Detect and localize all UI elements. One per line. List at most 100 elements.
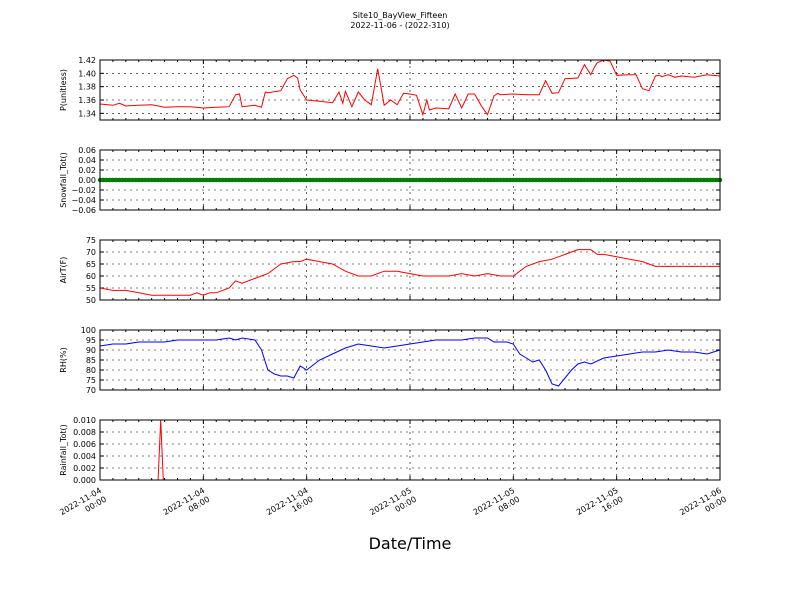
data-point — [136, 177, 141, 183]
y-tick-label: 70 — [86, 386, 96, 395]
data-point — [685, 177, 690, 183]
data-point — [285, 177, 290, 183]
data-point — [391, 177, 397, 183]
data-point — [152, 177, 158, 183]
data-point — [453, 177, 458, 183]
data-point — [385, 177, 390, 183]
data-point — [511, 177, 516, 183]
data-point — [172, 177, 177, 183]
data-point — [414, 177, 419, 183]
data-point — [268, 177, 274, 183]
data-point — [162, 177, 167, 183]
y-tick-label: 50 — [86, 296, 96, 305]
y-tick-label: 0.000 — [73, 476, 96, 485]
data-point — [217, 177, 222, 183]
data-point — [498, 177, 503, 183]
data-point — [272, 177, 277, 183]
data-point — [223, 177, 229, 183]
y-tick-label: 1.42 — [78, 56, 96, 65]
data-point — [126, 177, 132, 183]
data-point — [601, 177, 606, 183]
data-point — [449, 177, 455, 183]
data-point — [443, 177, 448, 183]
data-point — [346, 177, 351, 183]
x-tick-label: 2022-11-0416:00 — [265, 486, 315, 526]
data-point — [575, 177, 581, 183]
data-point — [591, 177, 597, 183]
data-point — [527, 177, 532, 183]
data-point — [320, 177, 326, 183]
data-point — [462, 177, 468, 183]
data-point — [420, 177, 426, 183]
data-point — [204, 177, 209, 183]
data-point — [436, 177, 442, 183]
data-point — [517, 177, 522, 183]
plot-frame — [99, 149, 721, 211]
y-tick-label: 90 — [86, 346, 96, 355]
data-point — [201, 177, 206, 183]
plot-frame — [99, 419, 721, 481]
y-tick-label: 75 — [86, 236, 96, 245]
data-point — [427, 177, 432, 183]
data-point — [566, 177, 571, 183]
data-point — [669, 177, 674, 183]
data-point — [485, 177, 490, 183]
data-point — [569, 177, 574, 183]
y-tick-label: 0.006 — [73, 440, 96, 449]
data-point — [653, 177, 658, 183]
data-point — [197, 177, 203, 183]
y-tick-label: 1.34 — [78, 109, 96, 118]
data-point — [214, 177, 219, 183]
data-point — [375, 177, 380, 183]
x-tick-label: 2022-11-0516:00 — [575, 486, 625, 526]
y-tick-label: −0.02 — [71, 186, 96, 195]
y-tick-label: −0.06 — [71, 206, 96, 215]
data-point — [301, 177, 306, 183]
data-point — [369, 177, 374, 183]
data-point — [411, 177, 416, 183]
data-point — [398, 177, 403, 183]
data-point — [604, 177, 610, 183]
data-point — [133, 177, 138, 183]
data-point — [666, 177, 671, 183]
data-point — [617, 177, 623, 183]
data-point — [188, 177, 193, 183]
data-point — [643, 177, 648, 183]
data-point — [220, 177, 225, 183]
data-point — [262, 177, 267, 183]
plot-frame — [99, 329, 721, 391]
y-tick-label: 70 — [86, 248, 96, 257]
data-point — [107, 177, 112, 183]
data-point — [388, 177, 393, 183]
y-tick-label: 100 — [81, 326, 96, 335]
data-point — [698, 177, 703, 183]
data-point — [278, 177, 284, 183]
data-point — [359, 177, 364, 183]
data-point — [562, 177, 568, 183]
data-point — [356, 177, 361, 183]
data-point — [630, 177, 636, 183]
y-tick-label: 0.002 — [73, 464, 96, 473]
data-point — [624, 177, 629, 183]
data-point — [104, 177, 109, 183]
data-point — [585, 177, 590, 183]
data-point — [339, 177, 345, 183]
data-point — [113, 177, 119, 183]
data-point — [482, 177, 487, 183]
data-point — [540, 177, 545, 183]
data-point — [533, 177, 539, 183]
data-point — [243, 177, 248, 183]
data-point — [679, 177, 684, 183]
data-point — [578, 177, 584, 183]
data-point — [543, 177, 548, 183]
data-point — [546, 177, 552, 183]
data-point — [159, 177, 164, 183]
data-point — [394, 177, 400, 183]
y-tick-label: 60 — [86, 272, 96, 281]
data-point — [553, 177, 558, 183]
data-point — [130, 177, 135, 183]
data-point — [611, 177, 616, 183]
y-tick-label: 0.00 — [78, 176, 96, 185]
chart-title: Site10_BayView_Fifteen — [352, 11, 448, 20]
